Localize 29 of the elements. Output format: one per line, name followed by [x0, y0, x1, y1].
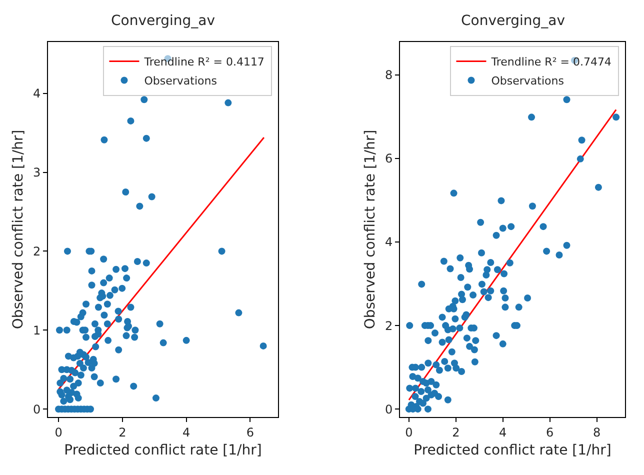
x-tick-label: 6	[246, 425, 254, 440]
x-tick-label: 8	[593, 425, 601, 440]
x-tick-label: 4	[499, 425, 507, 440]
x-axis-title: Predicted conflict rate [1/hr]	[414, 442, 612, 459]
y-tick-label: 0	[32, 402, 41, 416]
x-tick-label: 6	[546, 425, 554, 440]
y-tick-label: 4	[32, 86, 41, 101]
y-axis-title: Observed conflict rate [1/hr]	[10, 130, 27, 330]
x-tick-label: 0	[405, 425, 413, 440]
y-tick-label: 1	[32, 323, 41, 338]
legend-label: Observations	[491, 74, 564, 88]
chart-title: Converging_av	[461, 13, 566, 29]
x-tick-label: 4	[182, 425, 190, 440]
chart-title: Converging_av	[111, 13, 216, 29]
legend-label: Trendline R² = 0.4117	[143, 56, 264, 69]
x-axis-title: Predicted conflict rate [1/hr]	[64, 442, 262, 459]
x-tick-label: 0	[54, 425, 62, 440]
legend-label: Trendline R² = 0.7474	[490, 56, 612, 69]
y-tick-label: 3	[32, 165, 41, 180]
x-tick-label: 2	[118, 425, 126, 440]
y-tick-label: 4	[384, 235, 393, 250]
x-tick-label: 2	[452, 425, 460, 440]
y-axis-title: Observed conflict rate [1/hr]	[362, 130, 379, 330]
y-tick-label: 6	[384, 152, 393, 166]
y-tick-label: 0	[384, 402, 393, 416]
y-tick-label: 2	[384, 318, 393, 333]
legend-label: Observations	[144, 74, 218, 88]
y-tick-label: 8	[384, 68, 393, 82]
y-tick-label: 2	[32, 244, 41, 258]
